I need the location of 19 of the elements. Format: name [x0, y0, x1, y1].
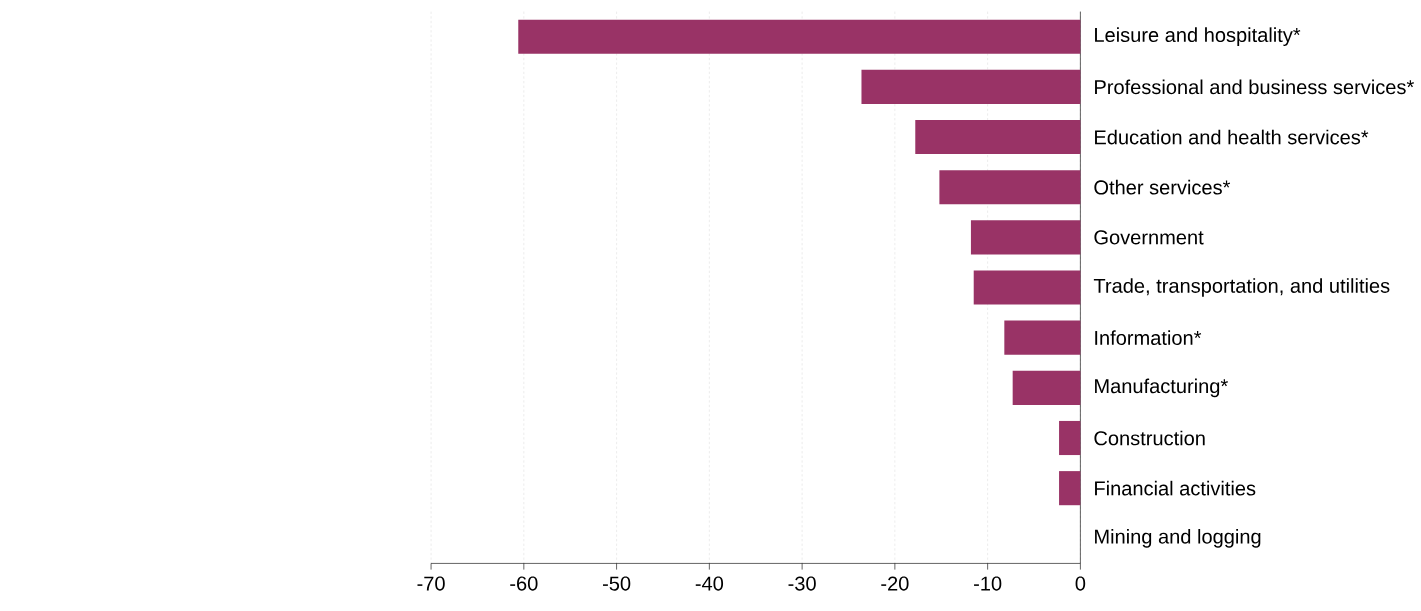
- x-tick-label: -50: [603, 576, 631, 591]
- x-tick-label: -30: [788, 576, 816, 591]
- x-tick-label: -20: [881, 576, 909, 591]
- y-tick-label: Professional and business services*: [1095, 79, 1414, 95]
- x-tick-label: -60: [510, 576, 538, 591]
- y-tick-label: Mining and logging: [1095, 529, 1261, 548]
- y-tick-label: Government: [1094, 230, 1204, 245]
- y-tick-label: Education and health services*: [1095, 129, 1369, 145]
- y-tick-label: Information*: [1095, 330, 1202, 346]
- y-tick-label: Financial activities: [1095, 480, 1256, 496]
- y-tick-label: Manufacturing*: [1095, 378, 1228, 398]
- y-tick-label: Other services*: [1094, 180, 1231, 195]
- y-tick-label: Leisure and hospitality*: [1095, 27, 1301, 47]
- y-tick-label: Construction: [1094, 430, 1205, 446]
- y-tick-label: Trade, transportation, and utilities: [1093, 278, 1390, 298]
- x-tick-label: -70: [417, 576, 445, 591]
- x-tick-label: -40: [695, 576, 724, 591]
- x-tick-label: 0: [1075, 576, 1086, 591]
- x-tick-label: -10: [974, 576, 1002, 591]
